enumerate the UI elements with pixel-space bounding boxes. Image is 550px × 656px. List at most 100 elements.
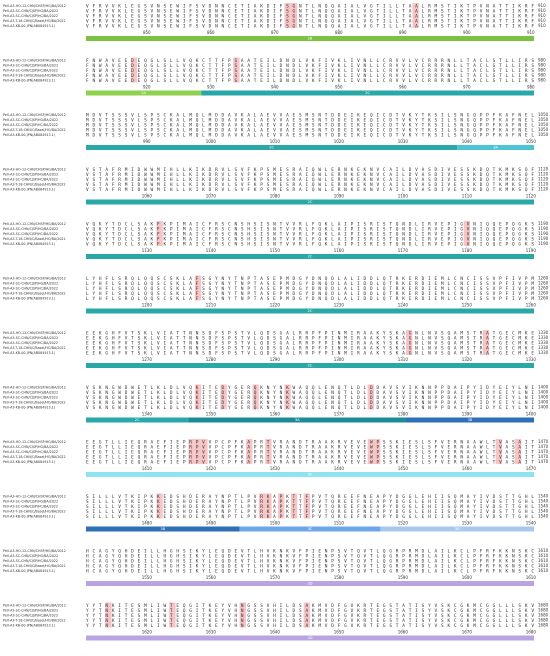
end-position: 1190 — [538, 241, 549, 246]
ruler-label: 1510 — [334, 521, 345, 526]
sequence-name: PeV-A3-T-18-CHN/C/Basel/HO/BA/2022 — [3, 455, 66, 459]
ruler-label: 1210 — [206, 303, 217, 308]
end-position: 1050 — [538, 132, 549, 137]
ruler-label: 1650 — [334, 630, 345, 635]
sequence-name: PeV-A3-SC-CHN/CJSP/HC/BA/2022 — [3, 559, 58, 563]
ruler-label: 1100 — [398, 194, 409, 199]
sequence-name: PeV-A3-KB-00-JPN(AB084913.1) — [3, 242, 55, 246]
ruler-label: 1260 — [526, 303, 537, 308]
variant-highlight — [220, 384, 227, 410]
variant-highlight — [290, 3, 298, 28]
ruler-label: 1500 — [270, 521, 281, 526]
sequence-name: PeV-A3-HO-12-CHN/CHSP/HG/BA/2012 — [3, 59, 66, 63]
sequence-name: PeV-A3-HO-12-CHN/CHSP/HG/BA/2012 — [3, 222, 66, 226]
sequence-name: PeV-A3-KB-00-JPN(AB084913.1) — [3, 188, 55, 192]
ruler-label: 1130 — [142, 248, 153, 253]
sequence-name: PeV-A3-T-18-CHN/C/Basel/HO/BA/2022 — [3, 237, 66, 241]
domain-label: 2C — [308, 364, 313, 368]
end-position: 1120 — [538, 182, 549, 187]
ruler-label: 1550 — [142, 575, 153, 580]
ruler-label: 950 — [335, 85, 343, 90]
end-position: 1540 — [538, 499, 549, 504]
ruler-label: 860 — [207, 30, 215, 35]
domain-bar — [86, 145, 458, 150]
ruler-label: 1440 — [334, 466, 345, 471]
sequence-name: PeV-A3-SC-CHN/CJSP/HC/BA/2022 — [3, 14, 58, 18]
ruler-label: 1610 — [526, 575, 537, 580]
sequence-name: PeV-A3-KB-00-JPN(AB084913.1) — [3, 569, 55, 573]
sequence-name: PeV-A3-SC-CHN/CJSP/HG/BA/2022 — [3, 554, 58, 558]
domain-bar — [86, 199, 534, 205]
end-position: 1260 — [538, 281, 549, 286]
ruler-label: 1080 — [270, 194, 281, 199]
end-position: 980 — [538, 73, 546, 78]
end-position: 1610 — [538, 558, 549, 563]
domain-label: 2C — [269, 146, 274, 150]
domain-bar — [86, 363, 534, 368]
sequence-name: PeV-A3-T-18-CHN/C/Basel/HO/BA/2022 — [3, 619, 66, 623]
ruler-label: 1240 — [398, 303, 409, 308]
end-position: 1120 — [538, 172, 549, 177]
end-position: 1260 — [538, 276, 549, 281]
ruler-label: 1310 — [398, 357, 409, 362]
ruler-label: 960 — [399, 85, 407, 90]
variant-highlight — [239, 602, 246, 628]
ruler-label: 1330 — [526, 357, 537, 362]
variant-highlight — [412, 3, 419, 28]
end-position: 910 — [538, 18, 546, 23]
domain-label: 3A — [295, 418, 300, 422]
end-position: 1680 — [538, 613, 549, 618]
ruler-label: 1000 — [206, 139, 217, 144]
end-position: 1540 — [538, 509, 549, 514]
ruler-label: 1280 — [206, 357, 217, 362]
ruler-label: 1070 — [206, 194, 217, 199]
sequence-name: PeV-A3-T-18-CHN/C/Basel/HO/BA/2022 — [3, 74, 66, 78]
ruler-label: 1670 — [462, 630, 473, 635]
variant-highlight — [303, 493, 310, 519]
ruler-label: 1120 — [526, 194, 537, 199]
end-position: 1120 — [538, 187, 549, 192]
end-position: 980 — [538, 78, 546, 83]
end-position: 1190 — [538, 221, 549, 226]
sequence-name: PeV-A3-SC-CHN/CJSP/HC/BA/2022 — [3, 614, 58, 618]
sequence-name: PeV-A3-SC-CHN/CJSP/HG/BA/2022 — [3, 9, 58, 13]
sequence-name: PeV-A3-KB-00-JPN(AB084913.1) — [3, 351, 55, 355]
end-position: 1330 — [538, 330, 549, 335]
ruler-label: 1430 — [270, 466, 281, 471]
end-position: 1470 — [538, 449, 549, 454]
variant-highlight — [406, 330, 413, 355]
ruler-label: 1290 — [270, 357, 281, 362]
ruler-label: 990 — [143, 139, 151, 144]
end-position: 980 — [538, 68, 546, 73]
variant-highlight — [495, 439, 502, 464]
domain-bar — [86, 90, 202, 96]
sequence-name: PeV-A3-SC-CHN/CJSP/HC/BA/2022 — [3, 396, 58, 400]
sequence-name: PeV-A3-SC-CHN/CJSP/HC/BA/2022 — [3, 505, 58, 509]
domain-label: 3B — [468, 418, 473, 422]
ruler-label: 1050 — [526, 139, 537, 144]
domain-bar — [86, 308, 534, 314]
variant-highlight — [278, 493, 285, 519]
end-position: 910 — [538, 3, 546, 8]
end-position: 1260 — [538, 286, 549, 291]
sequence-name: PeV-A3-SC-CHN/CJSP/HG/BA/2022 — [3, 118, 58, 122]
sequence-name: PeV-A3-HO-12-CHN/CHSP/HG/BA/2012 — [3, 440, 66, 444]
sequence-name: PeV-A3-HO-12-CHN/CHSP/HG/BA/2012 — [3, 495, 66, 499]
ruler-label: 1090 — [334, 194, 345, 199]
ruler-label: 1410 — [142, 466, 153, 471]
sequence-name: PeV-A3-KB-00-JPN(AB084913.1) — [3, 515, 55, 519]
variant-highlight — [367, 384, 374, 410]
variant-highlight — [130, 57, 138, 83]
variant-highlight — [258, 493, 266, 519]
domain-bar — [86, 417, 189, 423]
end-position: 1540 — [538, 504, 549, 509]
variant-highlight — [252, 384, 259, 410]
variant-highlight — [194, 439, 202, 464]
end-position: 1050 — [538, 127, 549, 132]
domain-bar — [86, 254, 534, 259]
ruler-label: 970 — [463, 85, 471, 90]
ruler-label: 1190 — [526, 248, 537, 253]
ruler-label: 940 — [271, 85, 279, 90]
ruler-label: 1660 — [398, 630, 409, 635]
